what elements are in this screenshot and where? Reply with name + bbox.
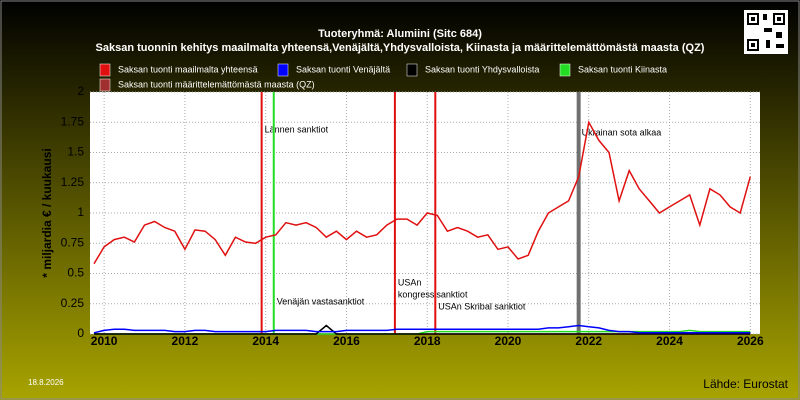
legend-swatch — [559, 63, 571, 77]
date: 18.8.2026 — [28, 378, 64, 387]
y-tick-label: 0.5 — [67, 266, 84, 280]
legend-swatch — [406, 63, 418, 77]
x-tick-label: 2014 — [252, 334, 279, 348]
event-label: Ukrainan sota alkaa — [582, 127, 662, 137]
y-tick-label: 0 — [77, 326, 84, 340]
legend-label: Saksan tuonti Venäjältä — [296, 64, 390, 74]
y-tick-label: 1 — [77, 205, 84, 219]
x-tick-label: 2022 — [575, 334, 602, 348]
x-tick-label: 2012 — [172, 334, 199, 348]
legend-label: Saksan tuonti Kiinasta — [578, 64, 667, 74]
legend-label: Saksan tuonti määrittelemättömästä maast… — [118, 79, 315, 89]
chart-title: Tuoteryhmä: Alumiini (Sitc 684) — [318, 28, 482, 40]
x-tick-label: 2018 — [414, 334, 441, 348]
qr-code — [744, 10, 788, 54]
y-tick-label: 1.25 — [61, 175, 85, 189]
x-tick-label: 2026 — [737, 334, 764, 348]
y-tick-label: 0.75 — [61, 235, 85, 249]
event-label: Venäjän vastasanktiot — [277, 296, 365, 306]
legend-swatch — [99, 78, 111, 92]
series-line — [94, 324, 751, 335]
event-label: USAn Skribal sanktiot — [438, 301, 526, 311]
y-axis-label: * miljardia € / kuukausi — [40, 148, 54, 277]
x-tick-label: 2016 — [333, 334, 360, 348]
legend-swatch — [99, 63, 111, 77]
x-tick-label: 2024 — [656, 334, 683, 348]
legend-swatch — [277, 63, 289, 77]
y-tick-label: 1.5 — [67, 145, 84, 159]
series-line — [93, 324, 751, 334]
event-label: USAn — [398, 277, 422, 287]
event-label: kongressisanktiot — [398, 289, 468, 299]
series-line — [93, 120, 752, 265]
y-tick-label: 2 — [77, 84, 84, 98]
y-tick-label: 1.75 — [61, 114, 85, 128]
legend-label: Saksan tuonti Yhdysvalloista — [425, 64, 539, 74]
y-tick-label: 0.25 — [61, 296, 85, 310]
source: Lähde: Eurostat — [703, 377, 788, 391]
chart-subtitle: Saksan tuonnin kehitys maailmalta yhteen… — [96, 42, 705, 54]
x-tick-label: 2020 — [495, 334, 522, 348]
x-tick-label: 2010 — [91, 334, 118, 348]
event-label: Lännen sanktiot — [265, 124, 329, 134]
legend-label: Saksan tuonti maailmalta yhteensä — [118, 64, 258, 74]
